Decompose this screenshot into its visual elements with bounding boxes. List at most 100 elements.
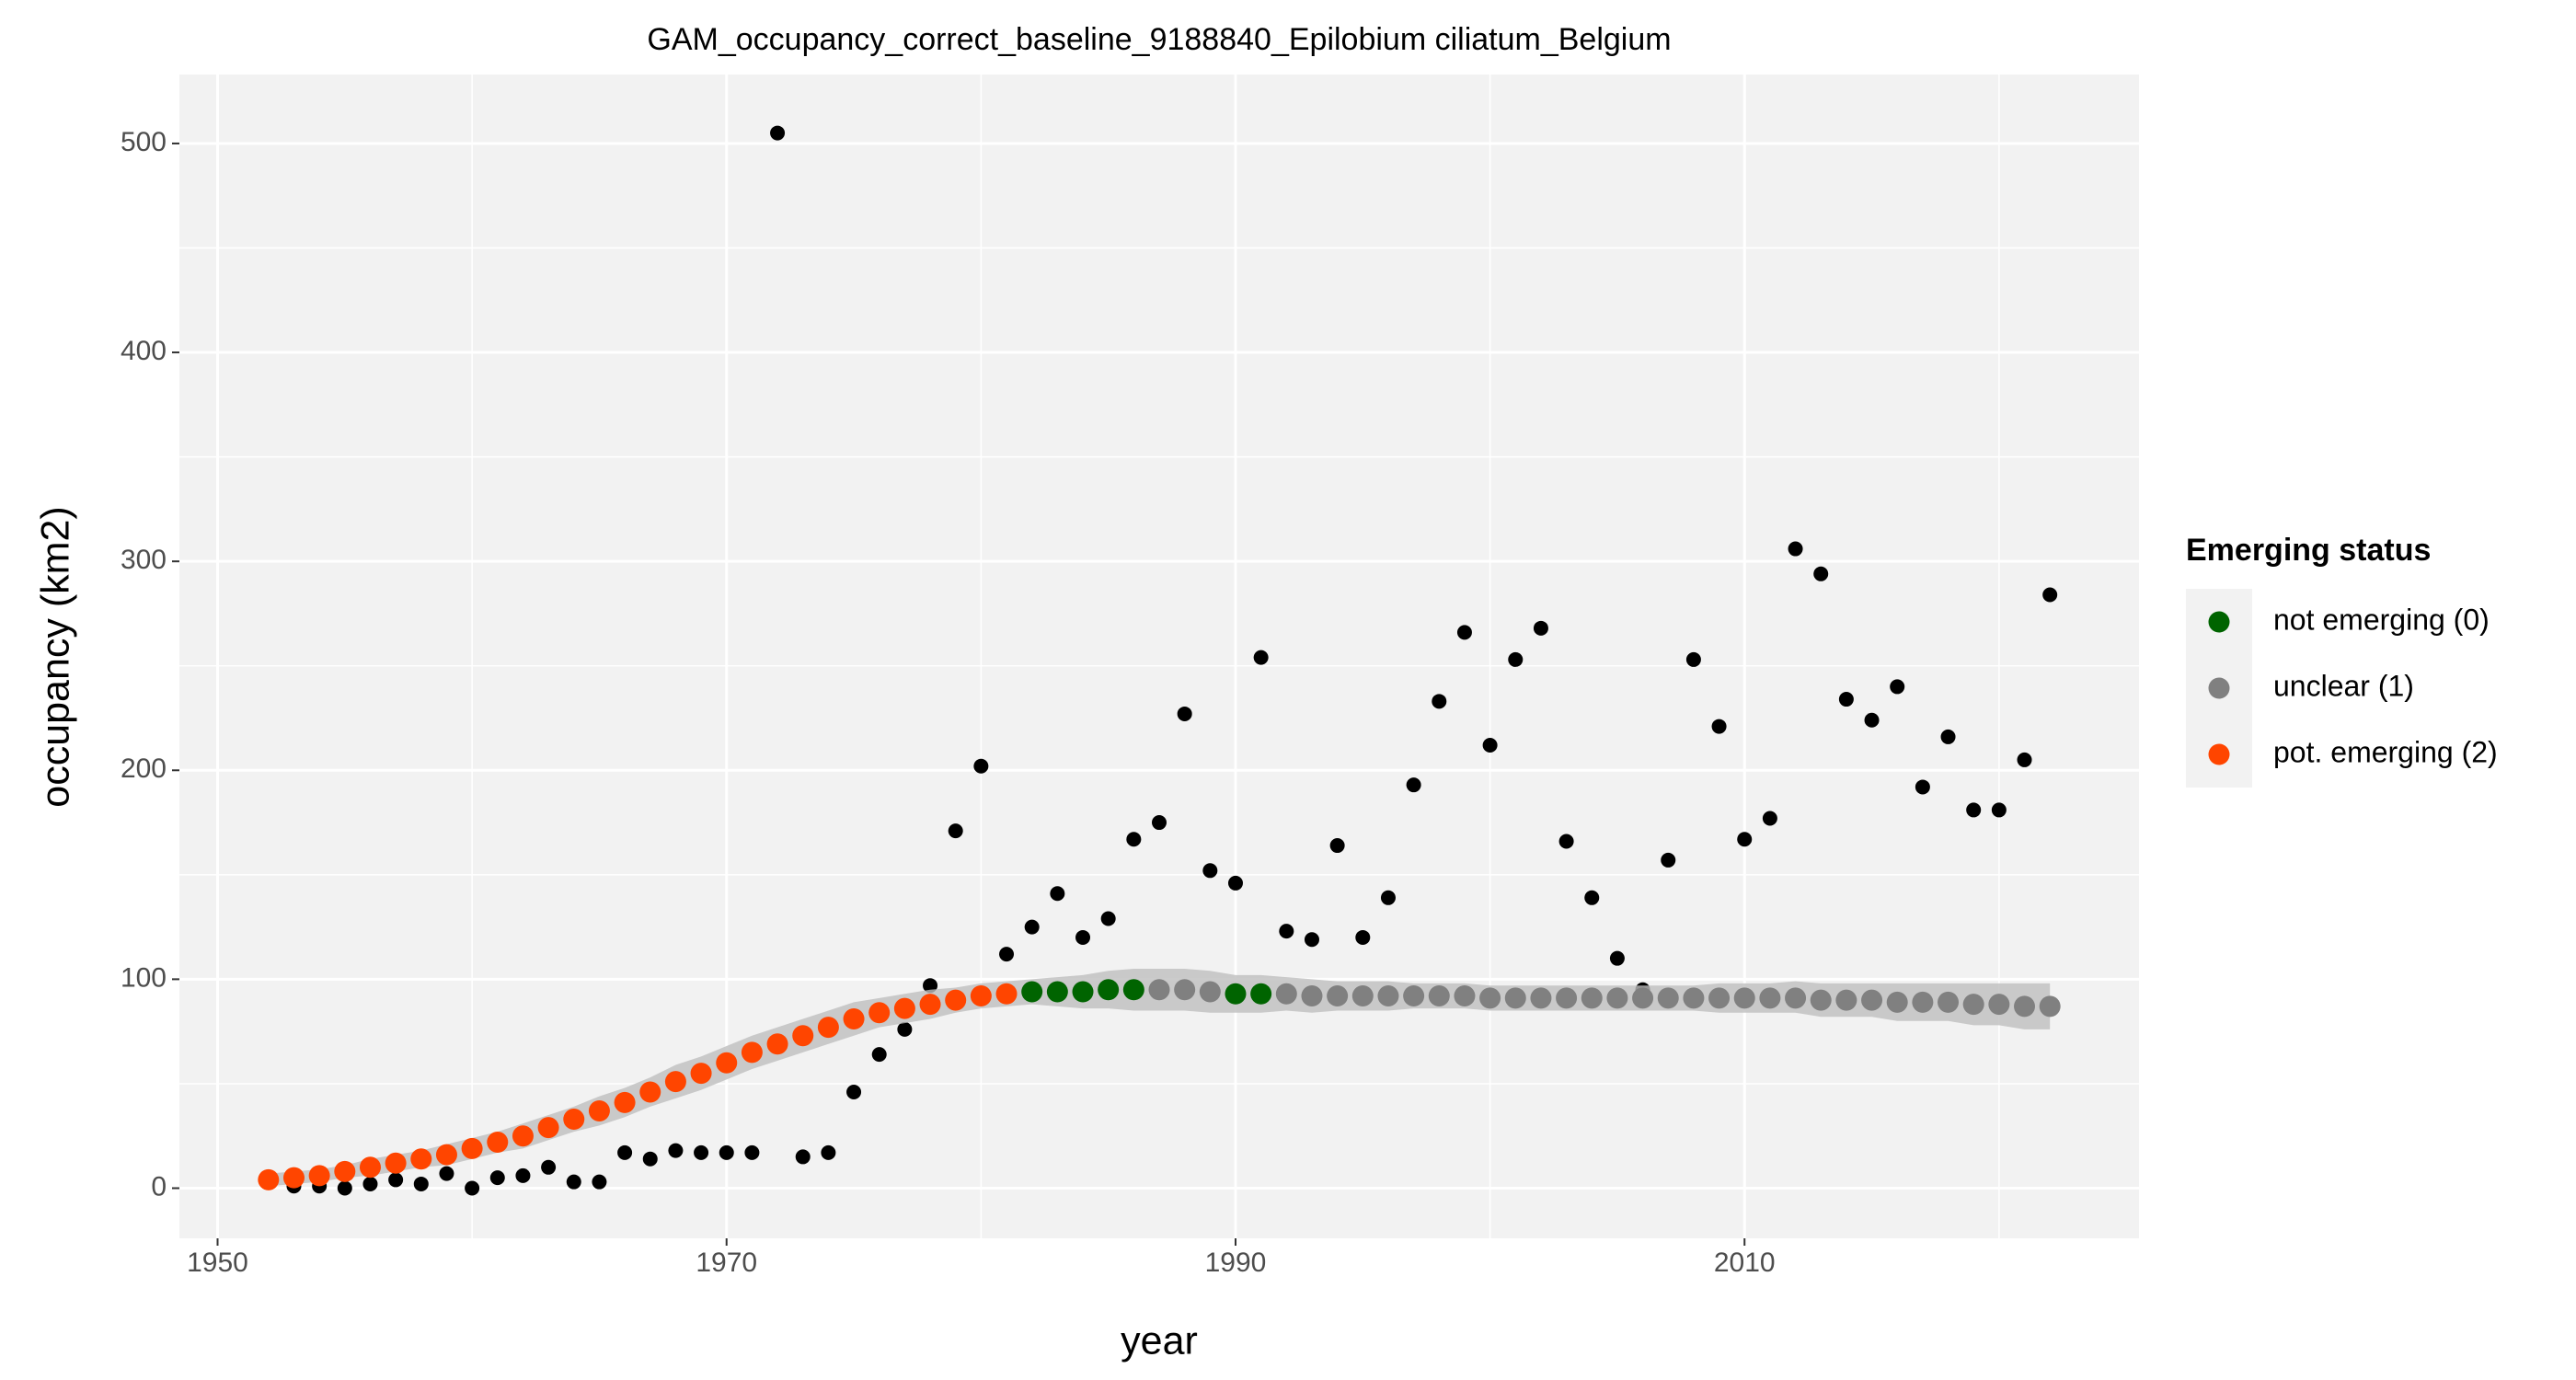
observed-point bbox=[642, 1151, 658, 1167]
legend-label: pot. emerging (2) bbox=[2273, 735, 2498, 768]
observed-point bbox=[1406, 777, 1421, 793]
fitted-point bbox=[1810, 989, 1832, 1011]
fitted-point bbox=[1275, 983, 1297, 1005]
y-axis-title: occupancy (km2) bbox=[33, 506, 77, 807]
observed-point bbox=[1838, 692, 1854, 707]
observed-point bbox=[489, 1170, 505, 1186]
observed-point bbox=[2042, 587, 2058, 603]
observed-point bbox=[1661, 852, 1676, 868]
fitted-point bbox=[893, 997, 915, 1019]
y-tick-label: 400 bbox=[121, 336, 167, 366]
observed-point bbox=[897, 1021, 913, 1037]
fitted-point bbox=[1886, 991, 1908, 1013]
observed-point bbox=[1227, 875, 1243, 891]
observed-point bbox=[821, 1144, 836, 1160]
fitted-point bbox=[1148, 979, 1170, 1001]
observed-point bbox=[1915, 779, 1930, 795]
fitted-point bbox=[1733, 987, 1755, 1009]
y-tick-label: 200 bbox=[121, 753, 167, 784]
fitted-point bbox=[614, 1091, 636, 1113]
observed-point bbox=[1075, 929, 1091, 945]
observed-point bbox=[795, 1149, 811, 1165]
observed-point bbox=[1711, 719, 1727, 734]
fitted-point bbox=[868, 1002, 891, 1024]
fitted-point bbox=[1479, 987, 1501, 1009]
observed-point bbox=[1609, 950, 1625, 966]
observed-point bbox=[923, 978, 938, 994]
observed-point bbox=[566, 1174, 581, 1190]
fitted-point bbox=[1708, 987, 1731, 1009]
fitted-point bbox=[2014, 995, 2036, 1018]
x-tick-label: 1950 bbox=[187, 1248, 248, 1278]
fitted-point bbox=[1122, 979, 1144, 1001]
observed-point bbox=[1940, 729, 1956, 744]
plot-panel bbox=[179, 75, 2139, 1238]
observed-point bbox=[592, 1174, 607, 1190]
observed-point bbox=[770, 125, 786, 141]
observed-point bbox=[1050, 886, 1065, 902]
fitted-point bbox=[995, 983, 1018, 1005]
fitted-point bbox=[970, 985, 992, 1007]
fitted-point bbox=[1377, 985, 1399, 1007]
y-tick-label: 0 bbox=[151, 1171, 167, 1202]
observed-point bbox=[744, 1144, 760, 1160]
observed-point bbox=[1737, 832, 1753, 847]
x-tick-label: 1970 bbox=[696, 1248, 757, 1278]
fitted-point bbox=[792, 1025, 814, 1047]
fitted-point bbox=[334, 1160, 356, 1182]
observed-point bbox=[1380, 890, 1396, 905]
fitted-point bbox=[1098, 979, 1120, 1001]
fitted-point bbox=[1327, 985, 1349, 1007]
fitted-point bbox=[843, 1008, 865, 1030]
marks bbox=[258, 125, 2061, 1196]
fitted-point bbox=[1072, 981, 1094, 1003]
observed-point bbox=[1966, 802, 1982, 818]
fitted-point bbox=[1199, 981, 1221, 1003]
fitted-point bbox=[1988, 994, 2010, 1016]
observed-point bbox=[1991, 802, 2007, 818]
fitted-point bbox=[690, 1063, 712, 1085]
fitted-point bbox=[1250, 983, 1272, 1005]
fitted-point bbox=[282, 1167, 305, 1189]
observed-point bbox=[1304, 932, 1319, 948]
legend-swatch bbox=[2208, 611, 2230, 633]
observed-point bbox=[694, 1144, 709, 1160]
observed-point bbox=[1355, 929, 1371, 945]
fitted-point bbox=[1657, 987, 1679, 1009]
fitted-point bbox=[741, 1041, 763, 1064]
observed-point bbox=[1456, 625, 1472, 640]
observed-point bbox=[1432, 694, 1447, 709]
observed-point bbox=[1685, 651, 1701, 667]
fitted-point bbox=[1912, 991, 1934, 1013]
fitted-point bbox=[1428, 985, 1450, 1007]
observed-point bbox=[1508, 651, 1524, 667]
fitted-point bbox=[1174, 979, 1196, 1001]
fitted-point bbox=[1351, 985, 1374, 1007]
fitted-point bbox=[1581, 987, 1603, 1009]
observed-point bbox=[668, 1143, 684, 1158]
legend-label: not emerging (0) bbox=[2273, 603, 2490, 636]
legend: Emerging status not emerging (0) unclear (… bbox=[2186, 533, 2498, 788]
fitted-point bbox=[919, 994, 941, 1016]
fitted-point bbox=[487, 1132, 509, 1154]
observed-point bbox=[515, 1167, 531, 1183]
fitted-point bbox=[385, 1152, 407, 1174]
fitted-point bbox=[664, 1071, 686, 1093]
observed-point bbox=[362, 1176, 378, 1191]
observed-point bbox=[1558, 834, 1574, 849]
y-tick-label: 500 bbox=[121, 127, 167, 157]
fitted-point bbox=[1861, 989, 1883, 1011]
observed-point bbox=[413, 1176, 429, 1191]
observed-point bbox=[1864, 712, 1880, 728]
legend-swatch bbox=[2208, 677, 2230, 699]
fitted-point bbox=[308, 1165, 330, 1187]
legend-label: unclear (1) bbox=[2273, 669, 2414, 702]
fitted-point bbox=[435, 1144, 457, 1166]
observed-point bbox=[846, 1085, 862, 1100]
fitted-point bbox=[1301, 985, 1323, 1007]
fitted-point bbox=[512, 1125, 534, 1147]
fitted-point bbox=[258, 1168, 280, 1190]
fitted-point bbox=[1632, 987, 1654, 1009]
observed-point bbox=[1482, 738, 1498, 753]
fitted-point bbox=[766, 1033, 788, 1055]
